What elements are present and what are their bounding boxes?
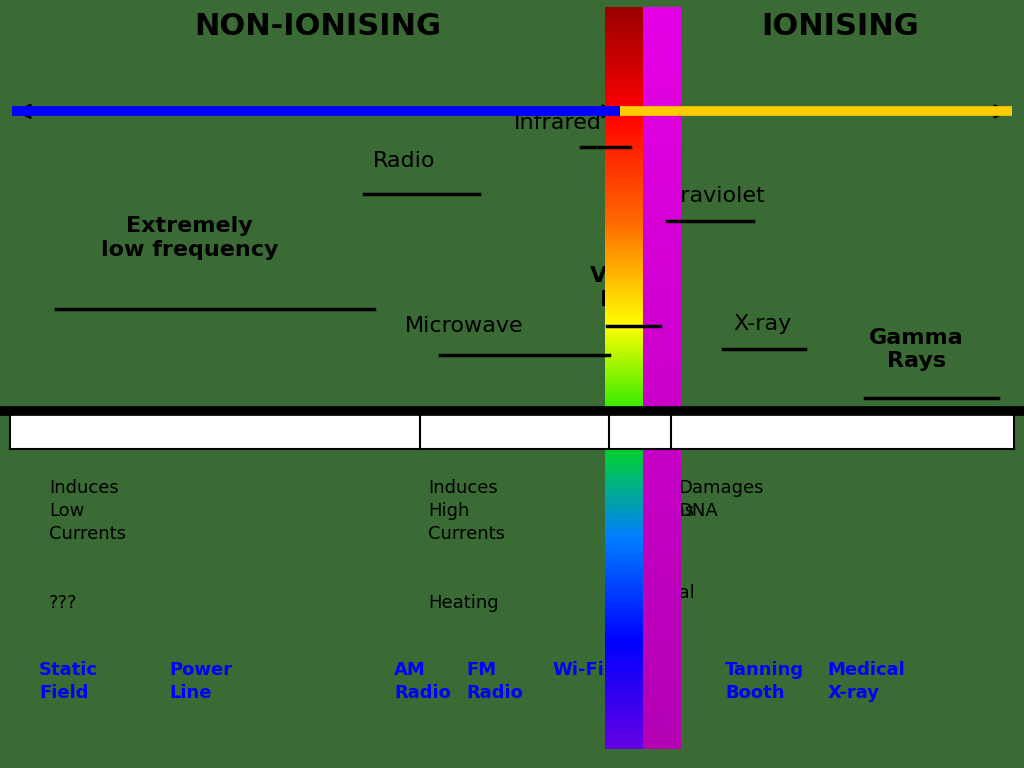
Text: Medical: Medical xyxy=(827,660,905,679)
Text: Currents: Currents xyxy=(49,525,126,543)
Text: Chemical: Chemical xyxy=(611,584,695,602)
Text: Infrared: Infrared xyxy=(514,113,602,133)
Text: Booth: Booth xyxy=(725,684,784,702)
Text: Field: Field xyxy=(39,684,88,702)
Text: IONISING: IONISING xyxy=(761,12,919,41)
Text: High: High xyxy=(428,502,469,520)
Text: Optical: Optical xyxy=(606,421,670,439)
Text: Visible
Light: Visible Light xyxy=(590,266,674,310)
Text: ???: ??? xyxy=(49,594,78,612)
Text: Induces: Induces xyxy=(49,478,119,497)
Text: AM: AM xyxy=(394,660,426,679)
Text: Wi-Fi: Wi-Fi xyxy=(553,660,605,679)
Text: Microwave: Microwave xyxy=(404,316,523,336)
Text: Gamma
Rays: Gamma Rays xyxy=(869,328,964,371)
Text: Tanning: Tanning xyxy=(725,660,804,679)
Text: Electrons: Electrons xyxy=(611,502,694,520)
Text: Extremely
low frequency: Extremely low frequency xyxy=(100,217,279,260)
Text: Ultraviolet: Ultraviolet xyxy=(648,186,765,206)
Text: Radio: Radio xyxy=(373,151,436,171)
Text: Heating: Heating xyxy=(428,594,499,612)
Text: Damages: Damages xyxy=(678,478,763,497)
Text: Effects: Effects xyxy=(611,607,673,625)
Bar xyxy=(10,411,1014,449)
Text: Line: Line xyxy=(169,684,212,702)
Text: Excites: Excites xyxy=(611,478,676,497)
Text: Broken Bonds: Broken Bonds xyxy=(778,421,901,439)
Text: X-ray: X-ray xyxy=(827,684,880,702)
Text: Power: Power xyxy=(169,660,232,679)
Text: Low: Low xyxy=(49,502,85,520)
Text: Static: Static xyxy=(39,660,98,679)
Text: FM: FM xyxy=(466,660,496,679)
Text: Currents: Currents xyxy=(428,525,505,543)
Text: Non-thermal: Non-thermal xyxy=(200,421,312,439)
Text: Radio: Radio xyxy=(466,684,523,702)
Text: Thermal: Thermal xyxy=(480,421,554,439)
Text: Induces: Induces xyxy=(428,478,498,497)
Text: DNA: DNA xyxy=(678,502,718,520)
Text: NON-IONISING: NON-IONISING xyxy=(194,12,441,41)
Text: Radio: Radio xyxy=(394,684,452,702)
Text: X-ray: X-ray xyxy=(734,314,792,334)
Text: Photo: Photo xyxy=(611,561,663,579)
